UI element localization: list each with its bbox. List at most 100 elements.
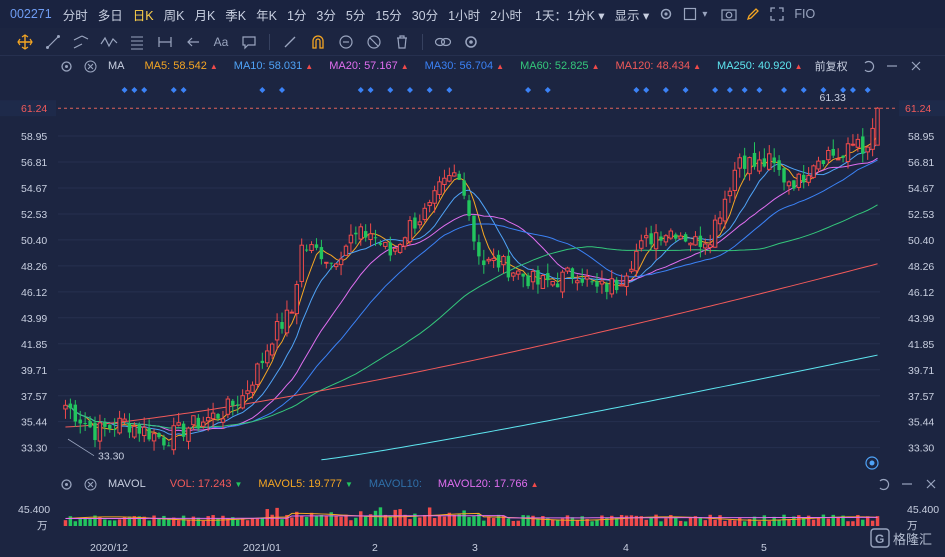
volume-bar xyxy=(280,519,284,526)
timeframe-7[interactable]: 1分 xyxy=(286,8,307,23)
ma-close-icon[interactable] xyxy=(82,58,98,74)
volume-bar xyxy=(575,520,580,526)
fullscreen-icon[interactable] xyxy=(769,6,785,22)
draw-settings-icon[interactable] xyxy=(462,33,480,51)
timeframe-4[interactable]: 月K xyxy=(194,8,216,23)
ruler-icon[interactable] xyxy=(281,33,299,51)
ma-indicator-name: MA xyxy=(108,60,125,72)
volume-bar xyxy=(245,520,250,526)
candle-body xyxy=(280,322,284,329)
event-diamond[interactable] xyxy=(781,87,788,93)
event-diamond[interactable] xyxy=(180,87,187,93)
volume-chart[interactable]: 45.400 万 45.400 万 2020/12 2021/01 2 3 4 5 G 格… xyxy=(0,494,945,557)
crosshair-icon[interactable] xyxy=(16,33,34,51)
timeframe-13[interactable]: 2小时 xyxy=(490,8,523,23)
minus-icon[interactable] xyxy=(884,58,900,74)
event-diamond[interactable] xyxy=(387,87,394,93)
timeframe-3[interactable]: 周K xyxy=(163,8,185,23)
vol-panel-close-icon[interactable] xyxy=(923,476,939,492)
locate-icon[interactable] xyxy=(865,456,879,470)
price-tick-right-0: 58.95 xyxy=(908,131,934,143)
event-diamond[interactable] xyxy=(131,87,138,93)
event-diamond[interactable] xyxy=(741,87,748,93)
event-diamond[interactable] xyxy=(820,87,827,93)
event-diamond[interactable] xyxy=(367,87,374,93)
candlestick-chart[interactable]: 58.95 58.95 56.81 56.81 54.67 54.67 52.53 52.53… xyxy=(0,77,945,474)
timeframe-0[interactable]: 分时 xyxy=(62,8,88,23)
event-diamond[interactable] xyxy=(426,87,433,93)
timeframe-1[interactable]: 多日 xyxy=(97,8,123,23)
candle-body xyxy=(752,152,757,167)
magnet-icon[interactable] xyxy=(309,33,327,51)
period-select[interactable]: 1天：1分K ▾ xyxy=(535,8,605,23)
comment-icon[interactable] xyxy=(240,33,258,51)
candle-body xyxy=(742,155,747,169)
event-diamond[interactable] xyxy=(406,87,413,93)
text-tool-icon[interactable]: Aa xyxy=(213,34,229,49)
link-icon[interactable] xyxy=(434,33,452,51)
event-diamond[interactable] xyxy=(544,87,551,93)
ma-arrow-2: ▲ xyxy=(400,62,409,71)
event-diamond[interactable] xyxy=(840,87,847,93)
event-diamond[interactable] xyxy=(849,87,856,93)
event-diamond[interactable] xyxy=(259,87,266,93)
event-diamond[interactable] xyxy=(357,87,364,93)
event-diamond[interactable] xyxy=(662,87,669,93)
event-diamond[interactable] xyxy=(141,87,148,93)
event-diamond[interactable] xyxy=(864,87,871,93)
settings-gear-icon[interactable] xyxy=(658,6,674,22)
channel-tool-icon[interactable] xyxy=(72,33,90,51)
range-tool-icon[interactable] xyxy=(156,33,174,51)
event-diamond[interactable] xyxy=(633,87,640,93)
checkbox-icon[interactable] xyxy=(682,6,698,22)
lock-drawing-icon[interactable] xyxy=(337,33,355,51)
event-diamond[interactable] xyxy=(643,87,650,93)
arrow-left-icon[interactable] xyxy=(184,33,202,51)
adjust-mode-button[interactable]: 前复权 xyxy=(814,61,848,73)
display-select[interactable]: 显示 ▾ xyxy=(614,8,650,23)
event-diamond[interactable] xyxy=(712,87,719,93)
event-diamond[interactable] xyxy=(525,87,532,93)
timeframe-11[interactable]: 30分 xyxy=(411,8,439,23)
vol-settings-icon[interactable] xyxy=(58,476,74,492)
timeframe-10[interactable]: 15分 xyxy=(375,8,402,23)
trend-line-icon[interactable] xyxy=(44,33,62,51)
volume-bar xyxy=(698,517,703,526)
undo-icon[interactable] xyxy=(860,58,876,74)
trash-icon[interactable] xyxy=(393,33,411,51)
event-diamond[interactable] xyxy=(800,87,807,93)
candles xyxy=(63,107,880,455)
fibonacci-icon[interactable] xyxy=(128,33,146,51)
volume-bar xyxy=(147,520,151,526)
event-diamond[interactable] xyxy=(170,87,177,93)
timeframe-12[interactable]: 1小时 xyxy=(448,8,481,23)
stock-symbol[interactable]: 002271 xyxy=(10,7,52,21)
wave-tool-icon[interactable] xyxy=(100,33,118,51)
timeframe-2[interactable]: 日K xyxy=(132,8,154,23)
volume-bar xyxy=(103,519,107,526)
hide-drawing-icon[interactable] xyxy=(365,33,383,51)
ma-settings-icon[interactable] xyxy=(58,58,74,74)
event-diamond[interactable] xyxy=(756,87,763,93)
candle-body xyxy=(269,343,275,356)
vol-minus-icon[interactable] xyxy=(899,476,915,492)
vol-undo-icon[interactable] xyxy=(875,476,891,492)
price-tick-left-2: 54.67 xyxy=(21,183,47,195)
timeframe-6[interactable]: 年K xyxy=(256,8,277,23)
fio-button[interactable]: FIO xyxy=(794,7,816,21)
vol-close-icon[interactable] xyxy=(82,476,98,492)
camera-icon[interactable] xyxy=(721,6,737,22)
event-diamond[interactable] xyxy=(446,87,453,93)
pen-icon[interactable] xyxy=(745,6,761,22)
timeframe-9[interactable]: 5分 xyxy=(345,8,366,23)
volume-bar xyxy=(285,514,289,526)
event-diamond[interactable] xyxy=(121,87,128,93)
timeframe-8[interactable]: 3分 xyxy=(316,8,336,23)
price-tick-right-1: 56.81 xyxy=(908,157,934,169)
volume-bar xyxy=(703,520,708,526)
event-diamond[interactable] xyxy=(682,87,689,93)
timeframe-5[interactable]: 季K xyxy=(225,8,247,23)
event-diamond[interactable] xyxy=(279,87,286,93)
panel-close-icon[interactable] xyxy=(908,58,924,74)
event-diamond[interactable] xyxy=(726,87,733,93)
